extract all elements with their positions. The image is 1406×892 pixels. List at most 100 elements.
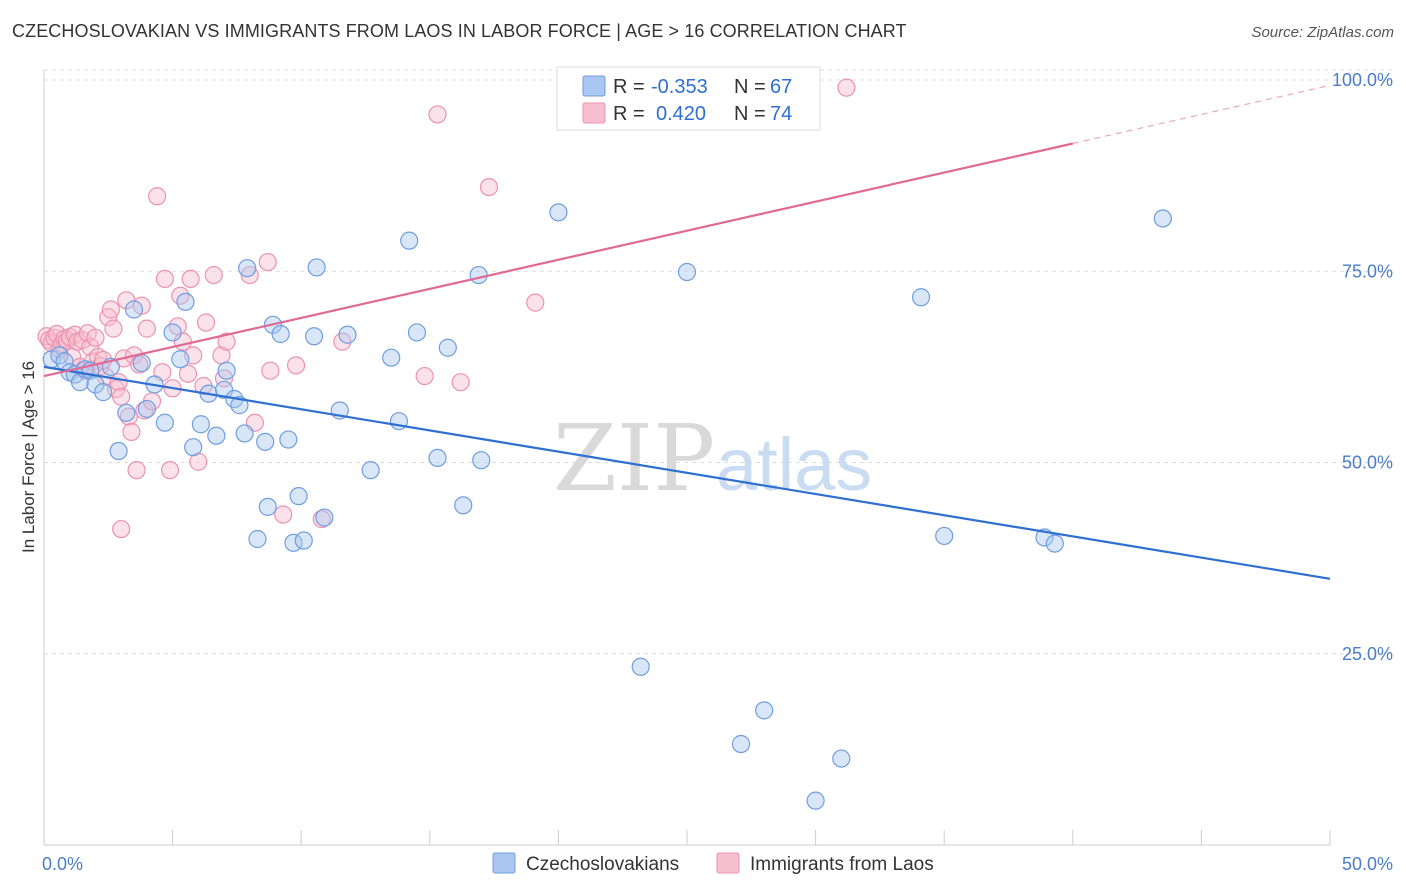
laos-point — [101, 300, 120, 319]
czech-point — [217, 361, 236, 380]
laos-point — [428, 105, 447, 124]
stats-n-label-2: N = — [734, 103, 766, 125]
czech-point — [235, 424, 254, 443]
gridlines — [44, 69, 1392, 655]
y-tick-label-0: 25.0% — [1342, 644, 1393, 664]
czech-point — [163, 323, 182, 342]
laos-point — [181, 269, 200, 288]
czech-point — [132, 353, 151, 373]
czech-point — [176, 292, 195, 311]
laos-point — [112, 519, 131, 539]
stats-n-value-1: 67 — [770, 76, 792, 98]
source-label: Source: ZipAtlas.com — [1251, 24, 1394, 41]
czech-point — [214, 380, 234, 399]
czech-point — [1045, 534, 1064, 553]
legend-swatch-czechoslovakians — [492, 852, 516, 874]
czech-point — [832, 749, 851, 768]
stats-r-value-2: 0.420 — [656, 103, 706, 125]
stats-n-label-1: N = — [734, 76, 766, 98]
laos-point — [81, 337, 100, 357]
laos-point — [286, 356, 306, 375]
laos-point — [204, 265, 223, 285]
czech-point — [238, 259, 257, 278]
laos-point — [274, 505, 293, 524]
czech-point — [171, 350, 190, 369]
laos-point — [127, 461, 146, 480]
czech-point — [631, 657, 650, 676]
czech-point — [1153, 209, 1172, 228]
czech-point — [109, 441, 128, 461]
laos-point — [104, 319, 123, 338]
czech-point — [315, 508, 334, 527]
czech-point — [191, 415, 210, 434]
czech-point — [338, 325, 357, 344]
czech-point — [207, 426, 226, 445]
czech-point — [258, 497, 277, 516]
czech-point — [307, 258, 326, 277]
laos-point — [148, 187, 167, 206]
legend-label-czechoslovakians: Czechoslovakians — [526, 854, 679, 875]
x-tick-label-1: 50.0% — [1342, 854, 1393, 874]
y-tick-label-1: 50.0% — [1342, 453, 1393, 473]
laos-point — [837, 78, 856, 97]
czech-point — [806, 791, 825, 810]
czech-point — [407, 323, 427, 342]
y-tick-label-2: 75.0% — [1342, 261, 1393, 281]
stats-box: R = -0.353 N = 67 R = 0.420 N = 74 — [556, 66, 821, 131]
czech-point — [117, 403, 136, 422]
czech-point — [472, 451, 491, 470]
legend-swatch-immigrants-from-laos — [716, 852, 740, 874]
laos-point — [178, 364, 198, 383]
laos-point — [217, 332, 236, 351]
czech-point — [400, 231, 419, 250]
x-axis-ticks — [43, 830, 1331, 845]
laos-point — [196, 313, 216, 332]
czech-point — [124, 300, 144, 319]
laos-point — [479, 178, 499, 197]
czech-point — [549, 203, 568, 222]
series-immigrants-from-laos — [37, 78, 856, 539]
czech-point — [438, 338, 457, 357]
watermark: ZIP atlas — [553, 405, 872, 512]
laos-point — [137, 319, 156, 338]
czech-point — [361, 461, 380, 480]
czech-point — [155, 413, 174, 432]
legend-label-immigrants-from-laos: Immigrants from Laos — [750, 854, 934, 875]
czech-point — [294, 531, 313, 550]
laos-point — [112, 387, 131, 406]
chart-title: CZECHOSLOVAKIAN VS IMMIGRANTS FROM LAOS … — [12, 21, 907, 41]
y-tick-label-3: 100.0% — [1332, 70, 1393, 90]
czech-point — [248, 529, 267, 549]
czech-point — [469, 265, 488, 285]
stats-n-value-2: 74 — [770, 103, 792, 125]
watermark-zip: ZIP — [553, 405, 715, 512]
stats-swatch-blue — [582, 75, 606, 97]
laos-point — [451, 373, 470, 392]
czech-point — [279, 430, 298, 449]
legend: Czechoslovakians Immigrants from Laos — [492, 852, 934, 875]
stats-r-value-1: -0.353 — [651, 76, 708, 98]
czech-point — [428, 448, 447, 468]
czech-point — [184, 438, 203, 457]
laos-point — [86, 328, 105, 347]
trend-line-immigrants-from-laos — [43, 142, 1074, 378]
czech-point — [256, 432, 275, 451]
czech-point — [94, 383, 113, 402]
czech-point — [911, 288, 931, 307]
laos-point — [261, 361, 280, 380]
czech-point — [137, 399, 156, 419]
stats-r-label-2: R = — [613, 103, 645, 125]
czech-point — [304, 327, 324, 346]
y-axis-tick-labels: 25.0% 50.0% 75.0% 100.0% — [1332, 70, 1393, 664]
trend-line-immigrants-from-laos-extension — [1072, 84, 1331, 145]
laos-point — [122, 422, 141, 441]
czech-point — [454, 496, 473, 515]
x-axis-tick-labels: 0.0% 50.0% — [42, 854, 1393, 874]
czech-point — [677, 262, 697, 282]
laos-point — [155, 269, 174, 288]
laos-point — [526, 293, 545, 312]
czech-point — [731, 734, 751, 754]
czech-point — [935, 526, 954, 546]
czech-point — [755, 701, 774, 720]
